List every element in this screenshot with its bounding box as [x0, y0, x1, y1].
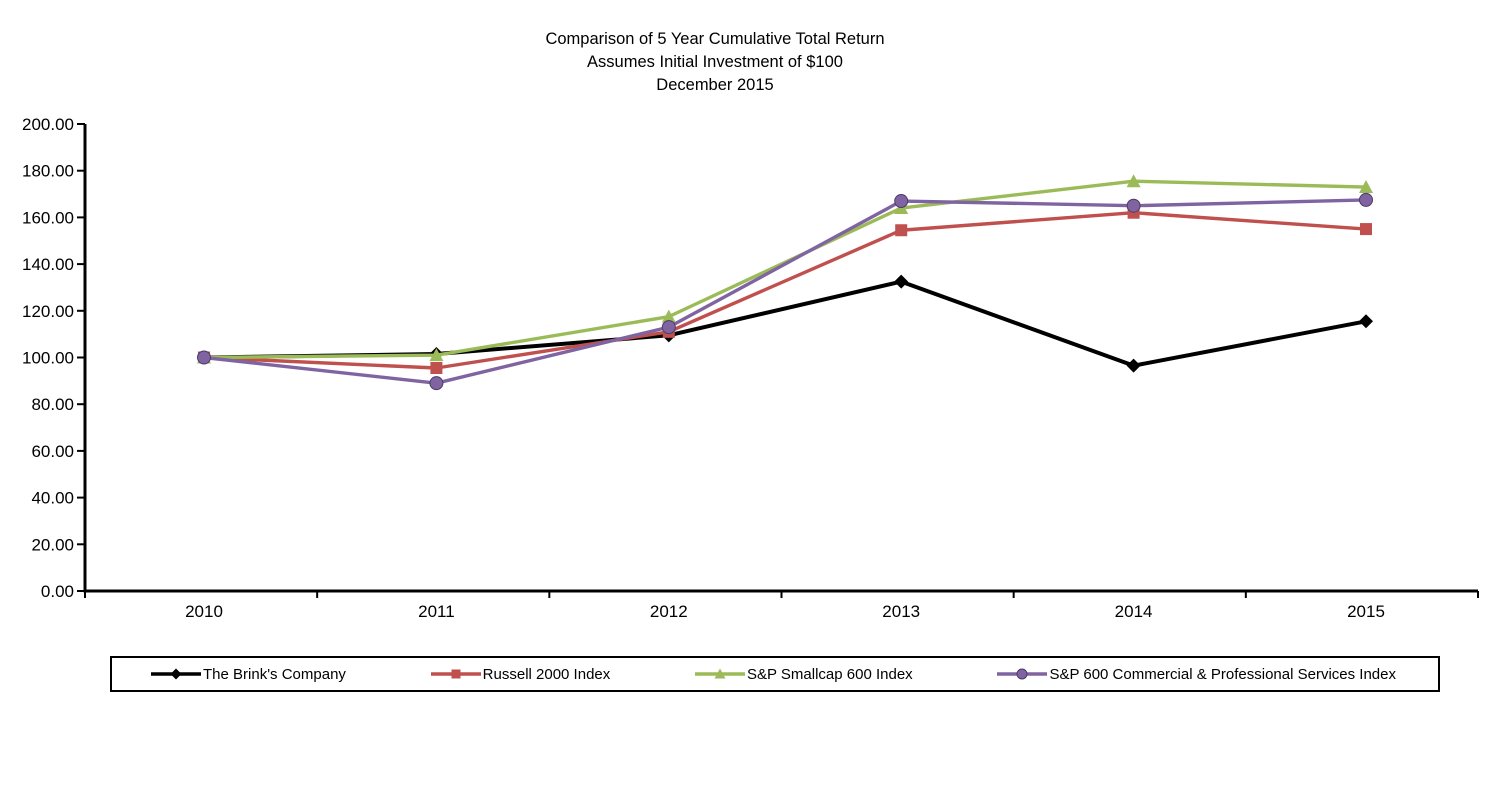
- y-tick-label: 200.00: [22, 115, 74, 134]
- chart-title-line2: Assumes Initial Investment of $100: [587, 53, 843, 71]
- marker-triangle: [661, 309, 676, 323]
- y-tick-label: 160.00: [22, 208, 74, 227]
- marker-triangle: [1126, 174, 1141, 188]
- legend-label: S&P Smallcap 600 Index: [747, 665, 913, 683]
- chart-title: Comparison of 5 Year Cumulative Total Re…: [0, 28, 1430, 97]
- marker-square: [1360, 223, 1372, 236]
- y-tick-label: 40.00: [31, 489, 74, 508]
- marker-circle: [197, 350, 211, 365]
- series-line-1: [202, 211, 1368, 370]
- chart-title-line3: December 2015: [656, 76, 774, 94]
- marker-triangle: [1359, 180, 1373, 194]
- legend-marker: [151, 668, 201, 680]
- x-tick-label: 2015: [1347, 602, 1385, 621]
- chart-title-line1: Comparison of 5 Year Cumulative Total Re…: [545, 30, 885, 48]
- legend-label: Russell 2000 Index: [482, 665, 611, 683]
- y-tick-label: 80.00: [31, 395, 74, 414]
- marker-circle: [1126, 198, 1141, 213]
- legend-item: Russell 2000 Index: [430, 665, 611, 683]
- legend-item: S&P Smallcap 600 Index: [694, 666, 913, 683]
- y-tick-label: 120.00: [22, 302, 74, 321]
- marker-circle: [894, 194, 909, 209]
- x-tick-label: 2013: [882, 602, 920, 621]
- marker-square: [895, 224, 908, 237]
- x-tick-label: 2012: [650, 602, 688, 621]
- legend-item: S&P 600 Commercial & Professional Servic…: [996, 666, 1396, 683]
- x-tick-label: 2010: [185, 602, 223, 621]
- y-tick-label: 100.00: [22, 349, 74, 368]
- marker-diamond: [170, 668, 182, 680]
- x-tick-label: 2014: [1115, 602, 1153, 621]
- y-tick-label: 20.00: [31, 535, 74, 554]
- legend-marker: [695, 668, 746, 679]
- marker-diamond: [1126, 358, 1141, 373]
- legend-marker: [430, 669, 481, 679]
- marker-square: [451, 669, 461, 679]
- marker-diamond: [1359, 314, 1373, 329]
- legend-item: The Brink's Company: [150, 666, 346, 683]
- legend: The Brink's Company Russell 2000 Index S…: [110, 656, 1440, 692]
- y-tick-label: 60.00: [31, 442, 74, 461]
- y-tick-label: 140.00: [22, 255, 74, 274]
- marker-triangle: [429, 348, 444, 362]
- series-line-2: [202, 179, 1368, 360]
- marker-triangle: [714, 668, 726, 679]
- y-tick-label: 180.00: [22, 162, 74, 181]
- y-tick-label: 0.00: [41, 582, 74, 601]
- legend-label: The Brink's Company: [203, 665, 346, 683]
- legend-marker: [997, 668, 1048, 680]
- marker-circle: [1016, 668, 1028, 680]
- legend-label: S&P 600 Commercial & Professional Servic…: [1049, 665, 1396, 683]
- marker-circle: [661, 320, 676, 335]
- x-tick-label: 2011: [418, 602, 455, 621]
- marker-square: [430, 362, 443, 375]
- series-line-3: [202, 198, 1368, 385]
- series-line-0: [202, 279, 1368, 368]
- marker-circle: [1359, 192, 1373, 207]
- marker-diamond: [894, 274, 909, 289]
- marker-circle: [429, 376, 444, 391]
